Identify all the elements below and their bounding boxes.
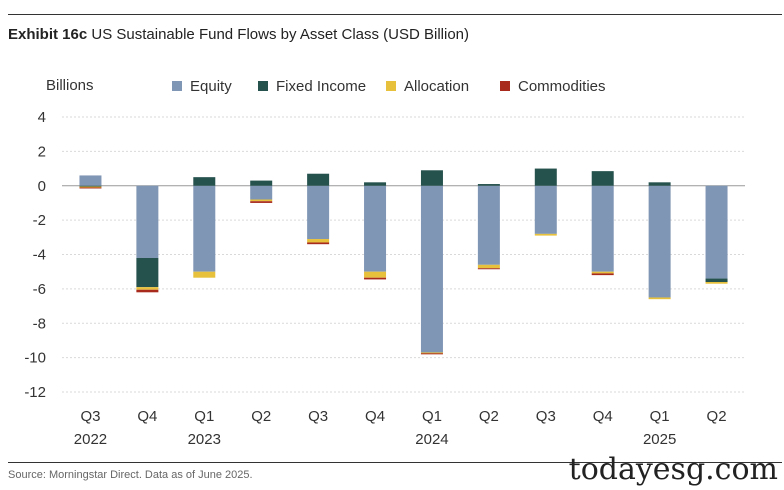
legend-label-allocation: Allocation (404, 78, 469, 95)
x-tick-label: Q3 (80, 408, 100, 425)
bar-fixed-income (477, 184, 500, 186)
legend-swatch-fixed-income (258, 81, 268, 91)
bar-commodities (307, 242, 330, 245)
top-rule (8, 14, 782, 15)
watermark: todayesg.com (568, 452, 778, 487)
bar-equity (79, 175, 102, 186)
y-axis-title: Billions (46, 77, 94, 94)
x-year-label: 2024 (415, 431, 448, 448)
legend-label-commodities: Commodities (518, 78, 606, 95)
bar-fixed-income (193, 177, 216, 186)
x-tick-label: Q1 (650, 408, 670, 425)
bar-fixed-income (420, 170, 443, 186)
x-tick-label: Q3 (308, 408, 328, 425)
legend-swatch-equity (172, 81, 182, 91)
bar-allocation (193, 271, 216, 278)
bar-allocation (705, 282, 728, 284)
bar-commodities (477, 268, 500, 270)
y-tick-label: -2 (33, 212, 46, 229)
bar-commodities (136, 289, 159, 293)
bar-allocation (534, 233, 557, 236)
x-tick-label: Q2 (479, 408, 499, 425)
x-tick-label: Q4 (365, 408, 385, 425)
bar-equity (307, 185, 330, 240)
x-year-label: 2023 (188, 431, 221, 448)
bar-equity (534, 185, 557, 234)
exhibit-label: Exhibit 16c (8, 26, 88, 43)
bar-fixed-income (136, 257, 159, 288)
bar-equity (136, 185, 159, 258)
bar-fixed-income (79, 185, 102, 187)
x-tick-label: Q2 (707, 408, 727, 425)
bar-equity (420, 185, 443, 353)
bar-allocation (136, 287, 159, 290)
legend-label-fixed-income: Fixed Income (276, 78, 366, 95)
chart-title: Exhibit 16c US Sustainable Fund Flows by… (8, 26, 469, 43)
y-tick-label: -6 (33, 281, 46, 298)
x-tick-label: Q3 (536, 408, 556, 425)
bar-allocation (79, 186, 102, 188)
x-year-label: 2025 (643, 431, 676, 448)
x-year-label: 2022 (74, 431, 107, 448)
source-note: Source: Morningstar Direct. Data as of J… (8, 469, 253, 481)
x-tick-label: Q2 (251, 408, 271, 425)
bar-equity (193, 185, 216, 272)
x-tick-label: Q4 (593, 408, 613, 425)
bar-allocation (364, 271, 387, 278)
bar-commodities (79, 187, 102, 189)
bar-commodities (591, 273, 614, 276)
legend-label-equity: Equity (190, 78, 232, 95)
bar-equity (591, 185, 614, 272)
bar-allocation (420, 352, 443, 354)
bar-fixed-income (250, 180, 273, 186)
title-text: US Sustainable Fund Flows by Asset Class… (91, 26, 470, 43)
y-tick-label: 2 (38, 143, 46, 160)
x-tick-label: Q1 (422, 408, 442, 425)
bar-commodities (364, 277, 387, 280)
bar-commodities (420, 353, 443, 355)
bar-allocation (648, 297, 671, 300)
y-tick-label: -10 (24, 350, 46, 367)
legend-swatch-commodities (500, 81, 510, 91)
bar-commodities (250, 201, 273, 203)
bar-fixed-income (534, 168, 557, 186)
bar-equity (250, 185, 273, 200)
bar-allocation (250, 199, 273, 202)
bottom-rule (8, 462, 782, 463)
x-tick-label: Q1 (194, 408, 214, 425)
y-tick-label: 0 (38, 178, 46, 195)
bar-fixed-income (591, 171, 614, 186)
y-tick-label: -8 (33, 315, 46, 332)
x-tick-label: Q4 (137, 408, 157, 425)
bar-allocation (591, 271, 614, 274)
bar-allocation (477, 264, 500, 269)
bar-equity (364, 185, 387, 272)
bar-fixed-income (705, 278, 728, 282)
legend-swatch-allocation (386, 81, 396, 91)
bar-fixed-income (364, 182, 387, 186)
bar-equity (477, 185, 500, 265)
y-tick-label: -4 (33, 247, 46, 264)
bar-fixed-income (648, 182, 671, 186)
bar-equity (705, 185, 728, 279)
bar-allocation (307, 239, 330, 243)
y-tick-label: -12 (24, 384, 46, 401)
bar-fixed-income (307, 173, 330, 186)
bar-equity (648, 185, 671, 298)
y-tick-label: 4 (38, 109, 46, 126)
